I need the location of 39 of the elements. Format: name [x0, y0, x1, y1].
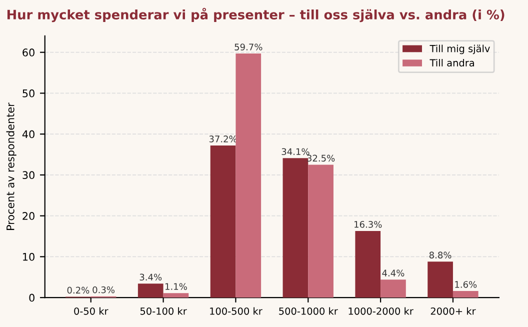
- bar: [236, 54, 262, 298]
- data-label: 0.3%: [92, 286, 115, 294]
- x-tick-label: 500-1000 kr: [279, 307, 338, 315]
- bar: [355, 230, 381, 298]
- data-label: 32.5%: [307, 154, 335, 162]
- bar: [308, 164, 334, 298]
- y-tick-label: 60: [22, 48, 34, 56]
- data-label: 34.1%: [282, 148, 310, 156]
- x-tick-label: 2000+ kr: [430, 307, 476, 315]
- data-label: 8.8%: [429, 252, 452, 258]
- data-label: 16.3%: [354, 220, 382, 228]
- bar: [282, 158, 308, 298]
- data-label: 37.2%: [209, 136, 237, 142]
- x-tick-label: 100-500 kr: [210, 307, 262, 315]
- data-label: 3.4%: [140, 274, 162, 281]
- data-label: 59.7%: [234, 44, 262, 50]
- x-tick-label: 1000-2000 kr: [348, 307, 414, 315]
- data-label: 4.4%: [382, 270, 404, 276]
- bar: [210, 146, 236, 298]
- y-axis-title: Procent av respondenter: [6, 102, 16, 230]
- data-label: 1.6%: [455, 281, 477, 288]
- y-tick-label: 30: [22, 171, 34, 180]
- x-tick-label: 50-100 kr: [140, 307, 187, 315]
- x-tick-label: 0-50 kr: [74, 307, 108, 315]
- bar: [380, 280, 406, 298]
- bar: [428, 262, 453, 298]
- legend-label: Till andra: [430, 58, 474, 67]
- bar: [163, 293, 189, 298]
- bar: [452, 291, 478, 298]
- y-tick-label: 0: [29, 294, 34, 302]
- y-tick-label: 20: [22, 212, 34, 220]
- bar: [138, 284, 164, 298]
- chart-title: Hur mycket spenderar vi på presenter – till oss själva vs. andra (i %): [7, 8, 504, 22]
- legend-label: Till mig själv: [430, 44, 490, 54]
- y-tick-label: 40: [22, 130, 34, 138]
- y-tick-label: 50: [22, 89, 34, 98]
- data-label: 0.2%: [67, 286, 90, 294]
- y-tick-label: 10: [23, 252, 34, 261]
- data-label: 1.1%: [165, 283, 187, 290]
